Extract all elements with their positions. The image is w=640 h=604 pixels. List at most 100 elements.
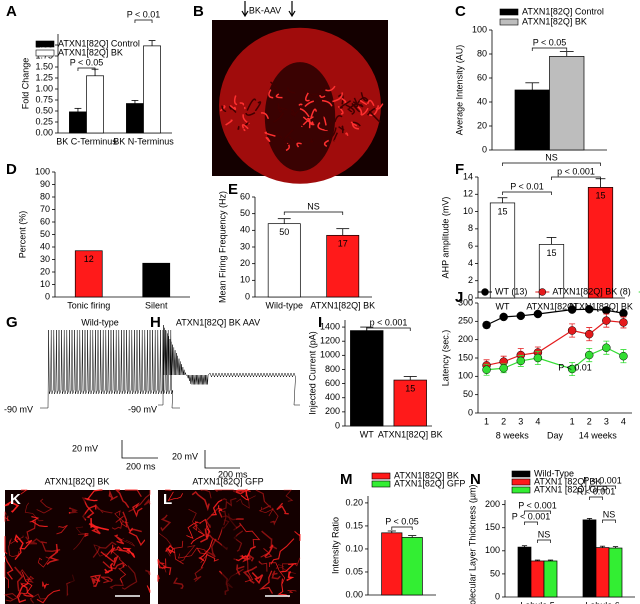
folium — [304, 100, 315, 108]
dendrite — [4, 536, 8, 555]
dendrite — [8, 538, 20, 558]
dendrite — [259, 570, 273, 594]
dendrite — [143, 498, 151, 506]
scale-time: 200 ms — [218, 469, 248, 479]
bar — [69, 111, 87, 134]
y-tick-label: 4 — [468, 258, 473, 268]
folium — [246, 98, 257, 111]
series-line — [486, 319, 624, 366]
dendrite — [199, 518, 211, 533]
y-axis-label: Fold Change — [20, 58, 30, 110]
dendrite — [286, 570, 295, 582]
dendrite — [178, 547, 205, 559]
n-label: 12 — [84, 254, 94, 264]
image-label: ATXN1[82Q] BK — [45, 476, 110, 486]
folium — [299, 108, 310, 118]
dendrite — [118, 564, 127, 584]
dendrite — [4, 555, 14, 580]
x-tick-label: 2 — [501, 416, 506, 426]
folium — [225, 119, 233, 126]
data-point — [602, 316, 611, 325]
voltage-trace — [40, 329, 180, 409]
y-tick-label: 800 — [325, 364, 340, 374]
y-tick-label: 60 — [40, 216, 50, 226]
folium — [296, 142, 302, 148]
dendrite — [165, 544, 176, 555]
x-tick-label: Lobule 5 — [520, 600, 555, 604]
x-group-label: 14 weeks — [579, 430, 618, 440]
dendrite — [40, 541, 61, 553]
dendrite — [9, 535, 24, 544]
significance-label: NS — [545, 152, 558, 162]
x-tick-label: BK N-Terminus — [113, 136, 174, 146]
dendrite — [275, 564, 296, 574]
y-axis-label: AHP amplitude (mV) — [440, 197, 450, 279]
dendrite — [3, 593, 19, 602]
dendrite — [111, 521, 129, 530]
dendrite — [114, 510, 124, 522]
folium — [317, 122, 328, 132]
y-tick-label: 40 — [477, 96, 487, 106]
dendrite — [128, 527, 146, 547]
dendrite — [20, 489, 28, 495]
folium — [264, 131, 276, 137]
baseline-label: -90 mV — [4, 404, 33, 414]
scale-voltage: 20 mV — [72, 443, 98, 453]
folium — [288, 136, 296, 143]
dendrite — [100, 576, 114, 584]
y-tick-label: 0.25 — [35, 116, 53, 126]
data-point — [499, 364, 508, 373]
dendrite — [239, 522, 261, 549]
bar — [74, 250, 103, 298]
folium — [273, 112, 285, 123]
panel-letter: E — [228, 181, 238, 198]
x-tick-label: 4 — [535, 416, 540, 426]
x-axis-label: Day — [547, 430, 564, 440]
dendrite — [91, 576, 101, 585]
dendrite — [258, 506, 274, 517]
significance-bracket — [134, 19, 153, 23]
dendrite — [203, 538, 217, 558]
n-label: 15 — [405, 383, 415, 393]
y-tick-label: 30 — [240, 241, 250, 251]
x-tick-label: WT — [360, 429, 374, 439]
y-axis-label: Average Intensity (AU) — [454, 45, 464, 135]
x-tick-label: Wild-type — [265, 300, 303, 310]
panel-letter: F — [455, 161, 464, 178]
significance-label: p < 0.001 — [557, 166, 595, 176]
significance-bracket — [502, 162, 601, 166]
y-tick-label: 0 — [482, 144, 487, 154]
data-point — [567, 326, 577, 335]
y-tick-label: 100 — [472, 24, 487, 34]
dendrite — [268, 562, 286, 584]
folium — [274, 131, 283, 139]
folium — [228, 105, 237, 113]
significance-bracket — [77, 67, 96, 71]
dendrite — [94, 504, 113, 514]
significance-bracket — [502, 191, 552, 195]
dendrite — [248, 554, 255, 562]
dendrite — [173, 577, 184, 589]
dendrite — [270, 538, 295, 565]
dendrite — [260, 548, 273, 559]
y-tick-label: 0.00 — [345, 589, 363, 599]
dendrite — [116, 545, 130, 555]
folium — [254, 101, 262, 112]
y-axis-label: Molecular Layer Thickness (µm) — [467, 484, 477, 604]
bar — [595, 547, 610, 598]
x-tick-label: 1 — [484, 416, 489, 426]
y-tick-label: 50 — [240, 208, 250, 218]
n-label: 15 — [497, 206, 507, 216]
y-tick-label: 1200 — [320, 336, 340, 346]
significance-bracket — [531, 47, 568, 51]
dendrite — [92, 541, 117, 558]
y-tick-label: 50 — [463, 389, 473, 399]
folium — [345, 132, 349, 136]
folium — [245, 112, 256, 116]
midline — [70, 490, 85, 604]
dendrite — [179, 545, 196, 562]
folium — [269, 81, 279, 91]
bar — [143, 45, 161, 134]
folium — [352, 121, 361, 127]
dendrite — [192, 520, 202, 532]
